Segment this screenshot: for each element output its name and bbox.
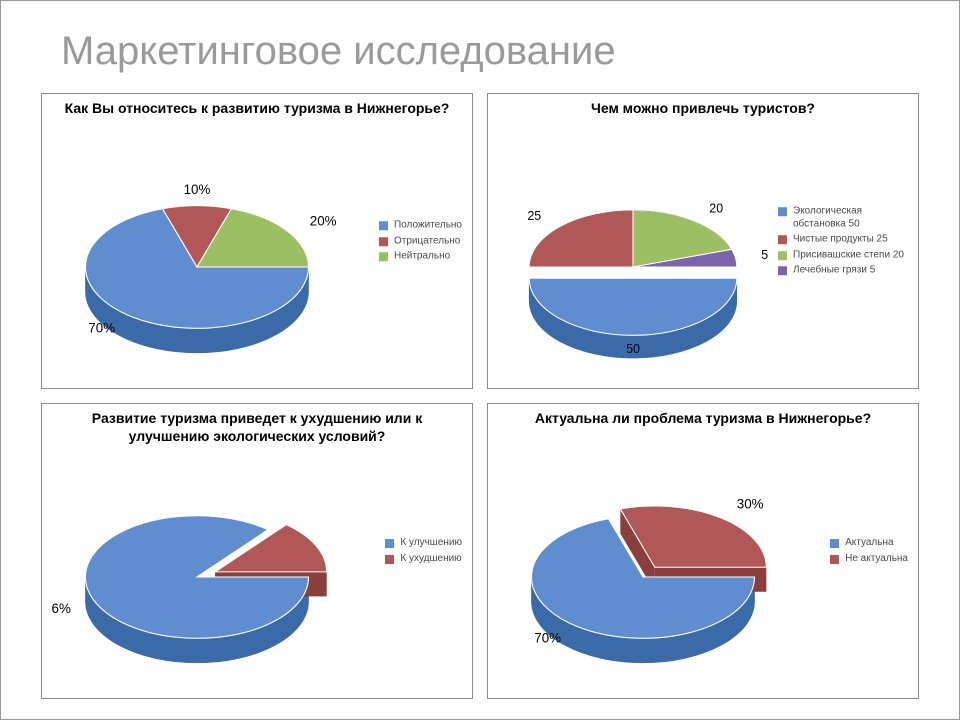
pie-slice-label: 70% — [534, 631, 561, 646]
chart-3-legend: К улучшению К ухудшению — [385, 534, 462, 568]
legend-item: Положительно — [379, 219, 462, 232]
pie-slice-label: 30% — [737, 497, 764, 512]
legend-label: Присивашские степи 20 — [793, 249, 904, 262]
legend-label: Нейтрально — [394, 250, 450, 263]
legend-item: Чистые продукты 25 — [778, 233, 908, 246]
charts-grid: Как Вы относитесь к развитию туризма в Н… — [41, 93, 919, 699]
legend-swatch — [778, 207, 787, 216]
pie-slice-label: 14% — [341, 531, 342, 546]
legend-item: Лечебные грязи 5 — [778, 264, 908, 277]
chart-4-title: Актуальна ли проблема туризма в Нижнегор… — [488, 404, 918, 430]
legend-item: К ухудшению — [385, 553, 462, 566]
chart-4-pie: 70% 30% — [498, 464, 788, 690]
legend-swatch — [379, 237, 388, 246]
legend-label: Актуальна — [845, 537, 893, 550]
legend-item: Присивашские степи 20 — [778, 249, 908, 262]
pie-slice-label: 70% — [88, 321, 115, 336]
legend-item: Отрицательно — [379, 235, 462, 248]
legend-swatch — [778, 251, 787, 260]
chart-3-pie: 86% 14% — [52, 464, 342, 690]
chart-1-pie: 70% 10% 20% — [52, 154, 342, 380]
pie-slice-label: 86% — [52, 601, 71, 616]
legend-swatch — [379, 252, 388, 261]
pie-slice-label: 10% — [184, 182, 211, 197]
chart-4-legend: Актуальна Не актуальна — [830, 534, 908, 568]
chart-2-pie: 50 25 20 5 — [498, 154, 768, 380]
legend-item: Не актуальна — [830, 553, 908, 566]
legend-item: Актуальна — [830, 537, 908, 550]
legend-label: Положительно — [394, 219, 462, 232]
chart-panel-1: Как Вы относитесь к развитию туризма в Н… — [41, 93, 473, 389]
pie-slice-label: 5 — [761, 248, 768, 262]
legend-label: Отрицательно — [394, 235, 460, 248]
chart-2-title: Чем можно привлечь туристов? — [488, 94, 918, 120]
pie-slice-label: 50 — [626, 342, 640, 356]
legend-item: Экологическая обстановка 50 — [778, 205, 908, 230]
pie-slice-label: 20 — [709, 202, 723, 216]
legend-swatch — [379, 221, 388, 230]
legend-item: Нейтрально — [379, 250, 462, 263]
chart-panel-3: Развитие туризма приведет к ухудшению ил… — [41, 403, 473, 699]
legend-label: Экологическая обстановка 50 — [793, 205, 908, 230]
legend-item: К улучшению — [385, 537, 462, 550]
legend-label: К улучшению — [400, 537, 462, 550]
legend-swatch — [385, 539, 394, 548]
pie-slice-label: 20% — [310, 213, 337, 228]
chart-panel-4: Актуальна ли проблема туризма в Нижнегор… — [487, 403, 919, 699]
legend-swatch — [385, 555, 394, 564]
legend-label: Лечебные грязи 5 — [793, 264, 875, 277]
legend-label: Чистые продукты 25 — [793, 233, 888, 246]
slide-title: Маркетинговое исследование — [61, 29, 616, 74]
chart-1-title: Как Вы относитесь к развитию туризма в Н… — [42, 94, 472, 120]
legend-swatch — [830, 555, 839, 564]
chart-1-legend: Положительно Отрицательно Нейтрально — [379, 216, 462, 266]
legend-swatch — [778, 235, 787, 244]
chart-2-legend: Экологическая обстановка 50 Чистые продук… — [778, 202, 908, 280]
chart-3-title: Развитие туризма приведет к ухудшению ил… — [42, 404, 472, 447]
legend-label: Не актуальна — [845, 553, 908, 566]
legend-label: К ухудшению — [400, 553, 461, 566]
legend-swatch — [830, 539, 839, 548]
pie-slice-label: 25 — [527, 209, 541, 223]
legend-swatch — [778, 266, 787, 275]
chart-panel-2: Чем можно привлечь туристов? 50 25 20 5 Эко… — [487, 93, 919, 389]
pie-slice-top — [529, 210, 633, 267]
